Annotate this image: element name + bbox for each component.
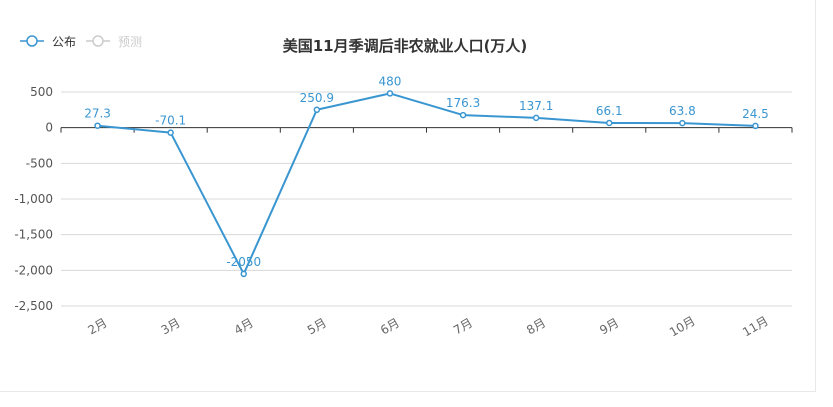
legend-label-forecast: 预测 [118, 35, 142, 49]
x-tick-label: 10月 [667, 314, 698, 340]
data-point[interactable] [313, 106, 321, 114]
data-labels: 27.3 -70.1 -2050 250.9 480 176.3 137.1 66.1 63.8… [84, 74, 769, 268]
data-point[interactable] [386, 90, 394, 97]
data-label: -70.1 [155, 114, 186, 128]
data-label: 176.3 [446, 96, 480, 110]
y-tick-label: -1,500 [14, 228, 53, 242]
data-point[interactable] [167, 129, 174, 136]
data-point[interactable] [240, 270, 247, 278]
data-point[interactable] [679, 119, 686, 127]
legend-item-published[interactable]: 公布 [20, 35, 76, 49]
legend[interactable]: 公布 预测 [20, 35, 142, 49]
y-tick-label: -500 [26, 156, 53, 170]
data-label: 24.5 [742, 107, 769, 121]
y-tick-label: -2,000 [14, 263, 53, 277]
x-tick-label: 7月 [451, 316, 475, 338]
y-tick-label: 500 [30, 85, 53, 99]
x-tick-label: 5月 [305, 316, 329, 338]
x-tick-label: 6月 [378, 316, 402, 338]
x-tick-label: 2月 [86, 316, 110, 338]
legend-marker-published [26, 35, 38, 47]
legend-item-forecast[interactable]: 预测 [86, 35, 142, 49]
chart-panel: 美国11月季调后非农就业人口(万人) 公布 预测 500 0 -500 -1,000 -… [0, 0, 816, 392]
y-axis-tick-labels: 500 0 -500 -1,000 -1,500 -2,000 -2,500 [14, 85, 53, 313]
y-tick-label: 0 [45, 121, 53, 135]
series-line [97, 92, 756, 275]
gridlines [61, 91, 792, 307]
data-label: 480 [378, 74, 401, 88]
data-point[interactable] [752, 122, 759, 130]
x-tick-label: 4月 [232, 316, 256, 338]
data-label: -2050 [226, 255, 261, 269]
x-tick-label: 9月 [597, 316, 621, 338]
data-point[interactable] [459, 111, 467, 119]
data-point[interactable] [532, 114, 540, 122]
x-axis-tick-labels: 2月 3月 4月 5月 6月 7月 8月 9月 10月 11月 [86, 314, 771, 340]
legend-marker-forecast [92, 35, 104, 47]
data-label: 27.3 [84, 107, 111, 121]
x-tick-label: 8月 [524, 316, 548, 338]
y-tick-label: -1,000 [14, 192, 53, 206]
data-label: 250.9 [300, 91, 334, 105]
y-tick-label: -2,500 [14, 299, 53, 313]
line-chart: 美国11月季调后非农就业人口(万人) 公布 预测 500 0 -500 -1,000 -… [14, 35, 793, 340]
chart-title: 美国11月季调后非农就业人口(万人) [283, 37, 528, 55]
data-point[interactable] [606, 119, 613, 127]
x-tick-label: 11月 [740, 314, 771, 340]
x-tick-label: 3月 [159, 316, 183, 338]
data-point[interactable] [94, 122, 101, 129]
data-label: 137.1 [519, 99, 553, 113]
series-published [94, 90, 759, 278]
data-label: 63.8 [669, 104, 696, 118]
legend-label-published: 公布 [52, 35, 76, 49]
data-label: 66.1 [596, 104, 623, 118]
